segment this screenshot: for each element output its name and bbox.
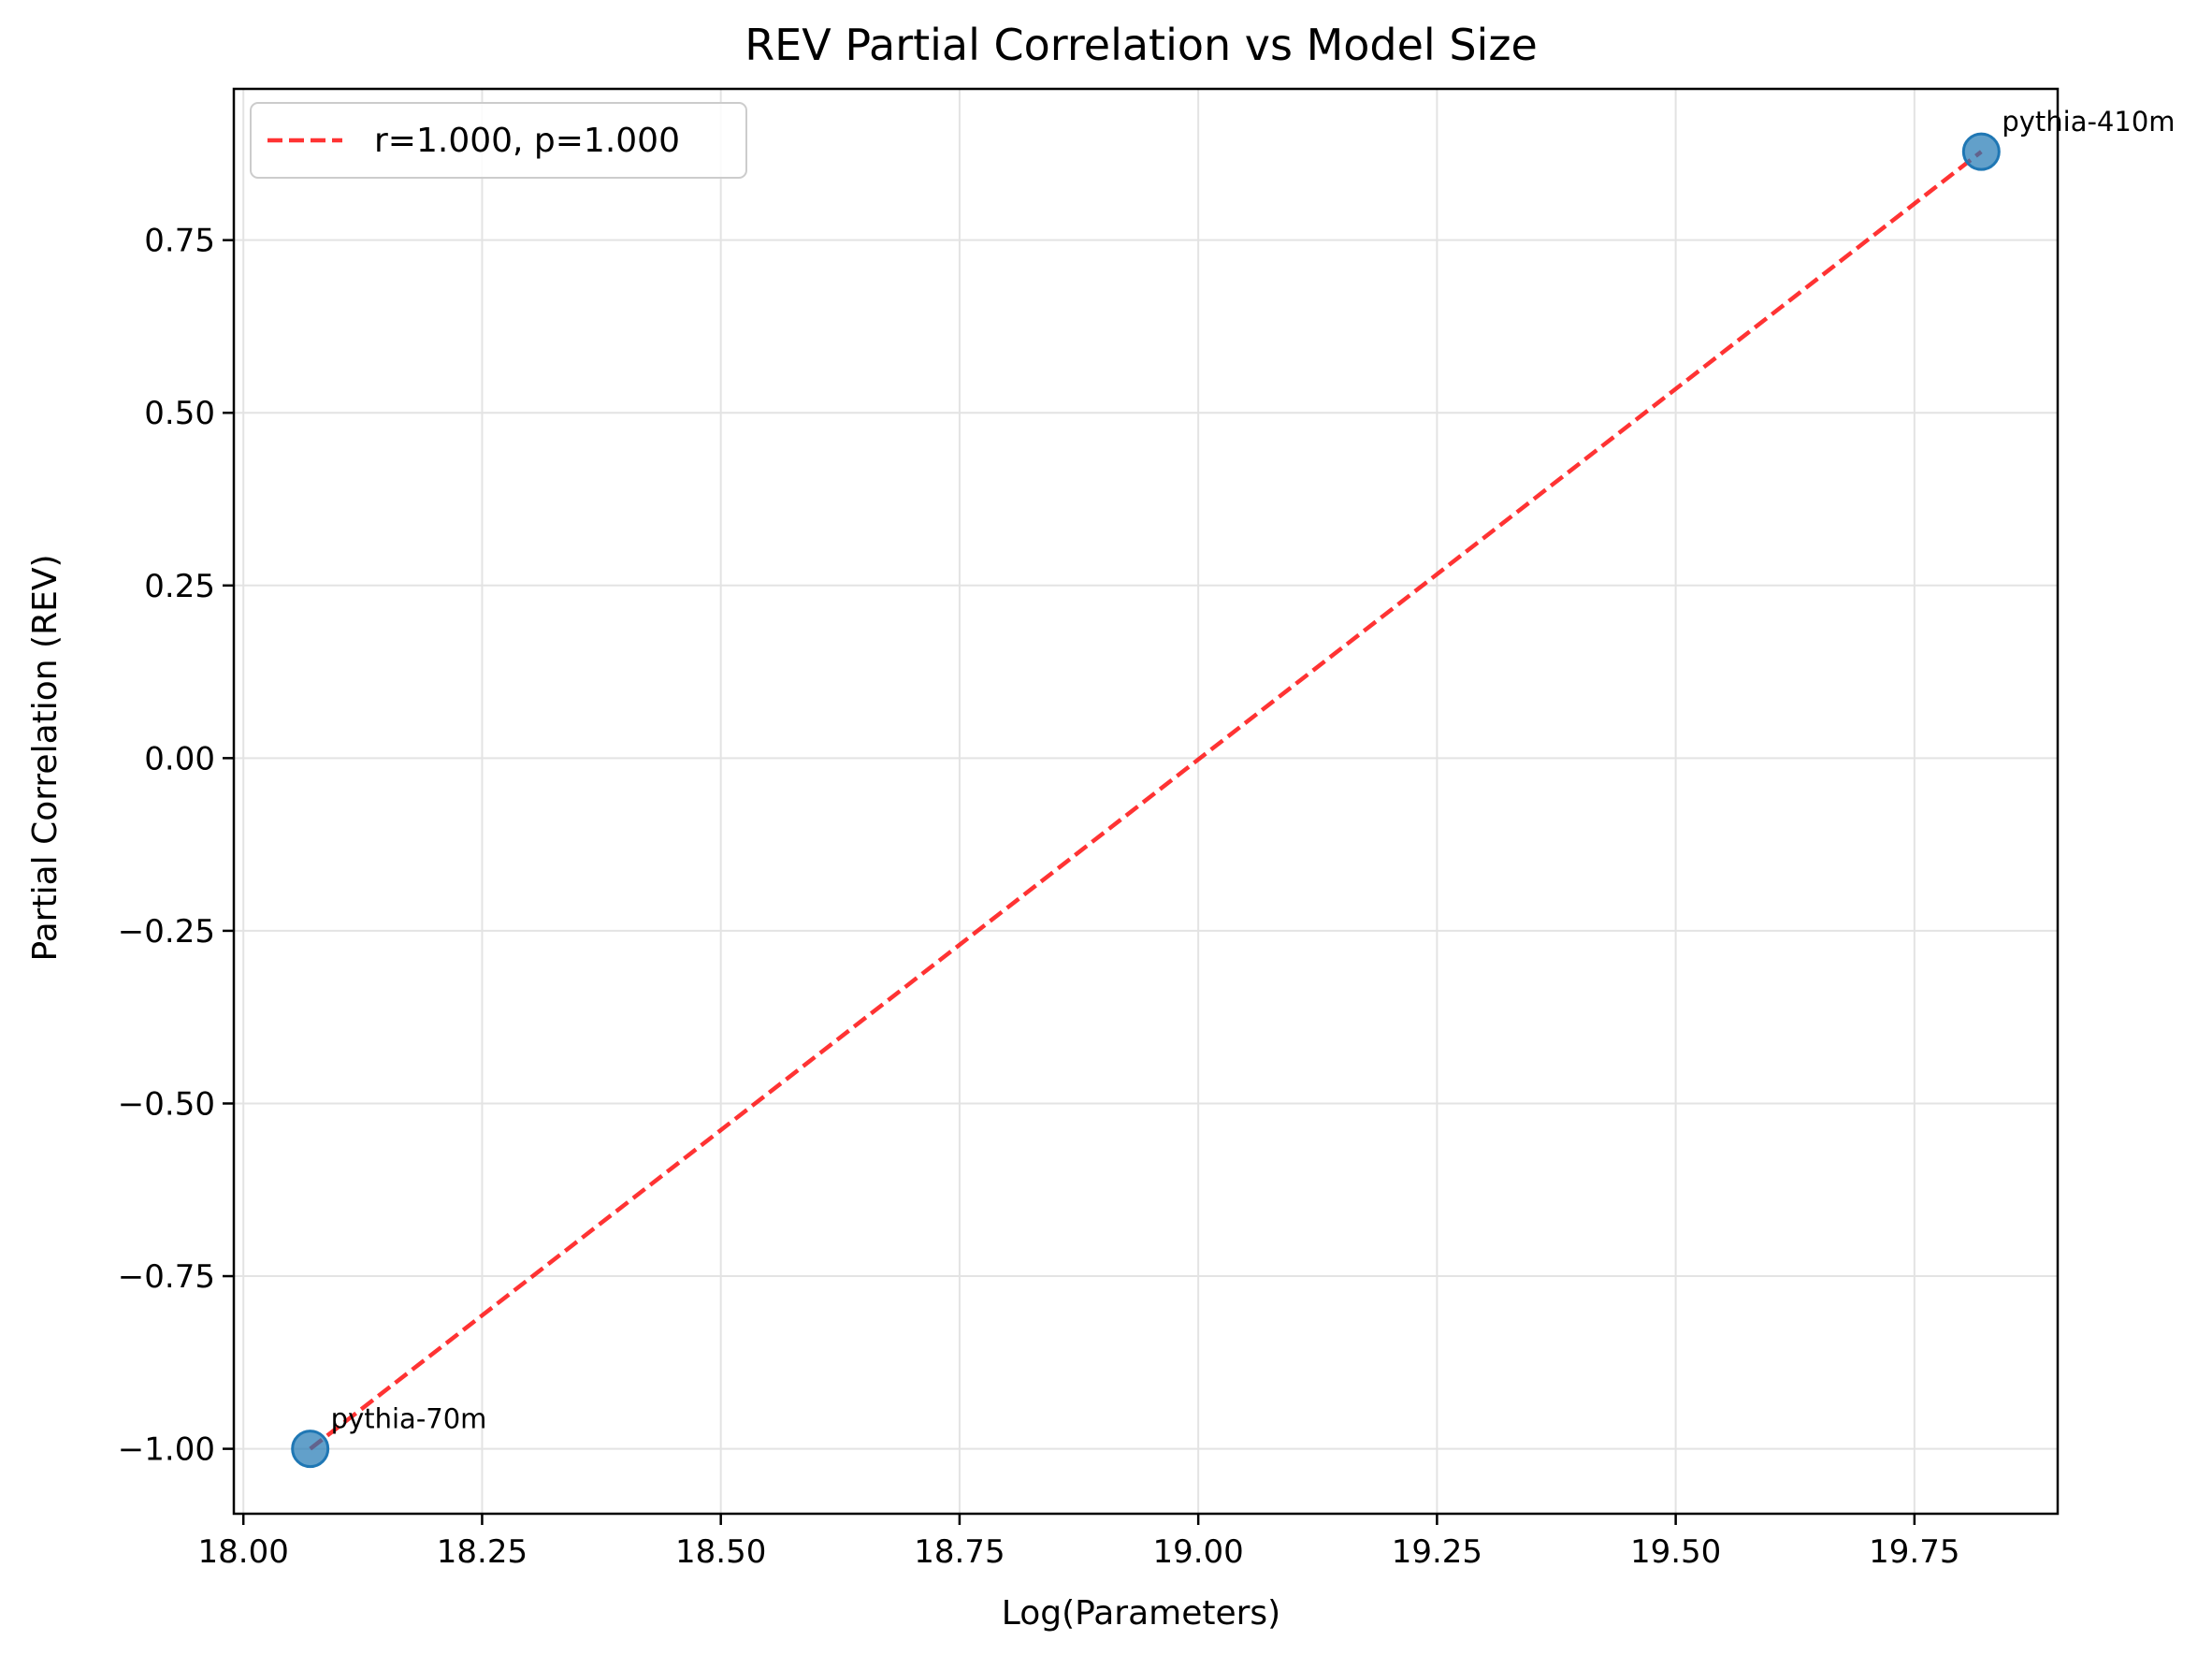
x-tick-label: 19.00 bbox=[1152, 1533, 1243, 1571]
x-tick-label: 19.75 bbox=[1869, 1533, 1959, 1571]
point-labels: pythia-70m pythia-410m bbox=[331, 106, 2176, 1434]
x-axis-ticks: 18.00 18.25 18.50 18.75 19.00 19.25 19.50 19.75 bbox=[198, 1514, 1960, 1571]
x-tick-label: 18.50 bbox=[675, 1533, 766, 1571]
y-tick-label: −0.25 bbox=[118, 913, 215, 951]
data-point bbox=[291, 1430, 330, 1469]
y-tick-label: −1.00 bbox=[118, 1431, 215, 1469]
y-tick-label: 0.00 bbox=[144, 740, 215, 777]
y-axis-label: Partial Correlation (REV) bbox=[26, 554, 65, 961]
x-tick-label: 18.25 bbox=[437, 1533, 528, 1571]
chart-title: REV Partial Correlation vs Model Size bbox=[745, 20, 1538, 70]
fit-line bbox=[309, 150, 1983, 1451]
points-layer bbox=[291, 132, 2001, 1469]
plot-frame bbox=[232, 87, 2060, 1516]
data-point-label: pythia-410m bbox=[2002, 106, 2175, 138]
data-point bbox=[1961, 132, 2001, 171]
x-tick-label: 19.50 bbox=[1630, 1533, 1721, 1571]
y-tick-label: 0.25 bbox=[144, 568, 215, 605]
legend: r=1.000, p=1.000 bbox=[250, 102, 747, 179]
y-tick-label: −0.75 bbox=[118, 1258, 215, 1296]
data-point-label: pythia-70m bbox=[331, 1403, 487, 1435]
y-tick-label: 0.75 bbox=[144, 223, 215, 260]
fit-line-layer bbox=[309, 150, 1983, 1451]
legend-box bbox=[250, 102, 747, 179]
x-tick-label: 18.00 bbox=[198, 1533, 289, 1571]
y-tick-label: −0.50 bbox=[118, 1085, 215, 1123]
x-axis-label: Log(Parameters) bbox=[1002, 1594, 1280, 1633]
x-tick-label: 19.25 bbox=[1392, 1533, 1482, 1571]
y-tick-label: 0.50 bbox=[144, 395, 215, 432]
grid-lines bbox=[234, 89, 2058, 1514]
legend-label-fit-line: r=1.000, p=1.000 bbox=[374, 122, 680, 160]
y-axis-ticks: −1.00 −0.75 −0.50 −0.25 0.00 0.25 0.50 0.75 bbox=[118, 223, 234, 1469]
x-tick-label: 18.75 bbox=[914, 1533, 1005, 1571]
